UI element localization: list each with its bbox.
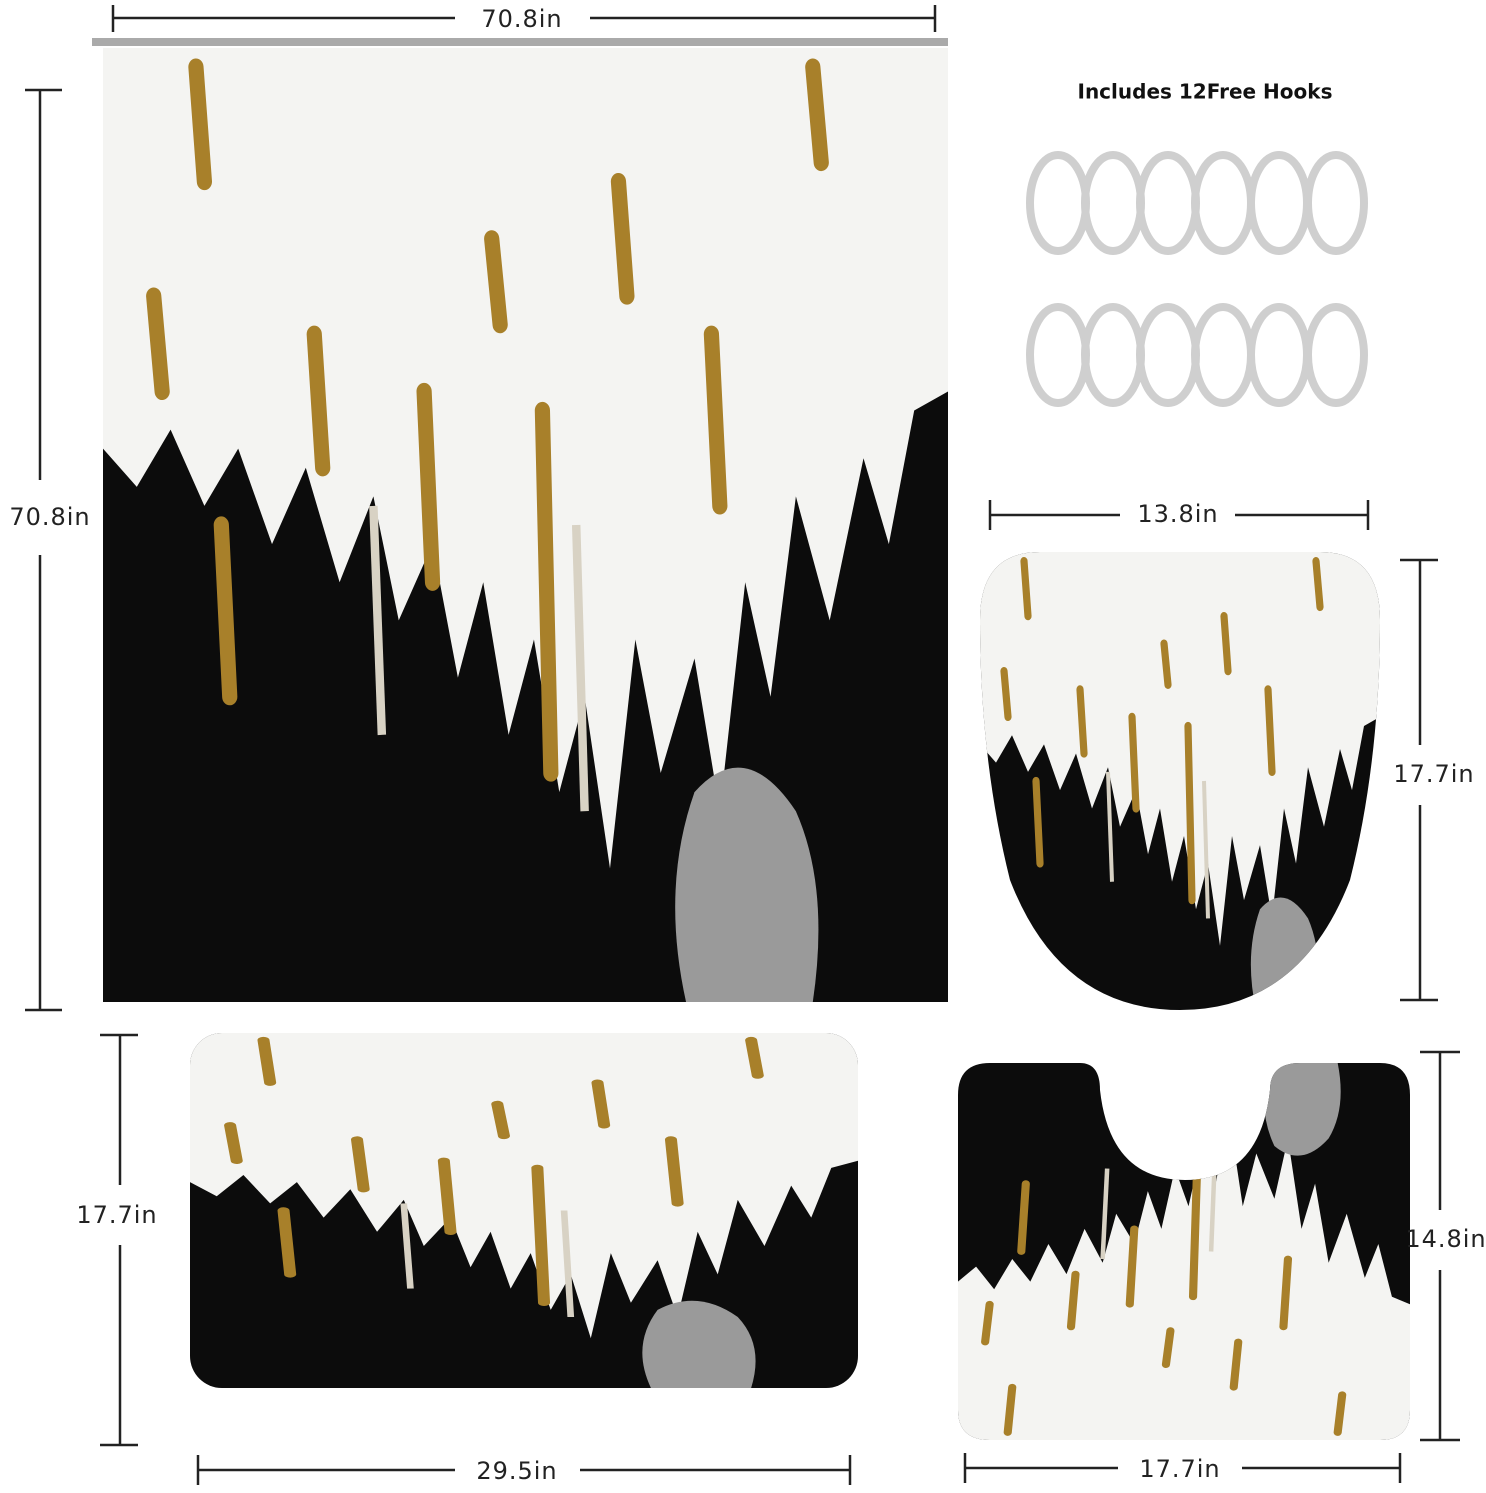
lid-cover xyxy=(980,552,1380,1010)
shower-curtain xyxy=(103,48,948,1002)
contour-mat-height: 14.8in xyxy=(1405,1225,1486,1253)
bath-mat-height: 17.7in xyxy=(76,1201,157,1229)
curtain-height: 70.8in xyxy=(9,503,90,531)
hooks-title: Includes 12Free Hooks xyxy=(1078,80,1333,104)
dimension-lines xyxy=(25,5,1460,1485)
bath-mat xyxy=(190,1033,858,1388)
hooks xyxy=(1026,151,1368,407)
bath-mat-width: 29.5in xyxy=(476,1457,557,1485)
curtain-width: 70.8in xyxy=(481,5,562,33)
lid-height: 17.7in xyxy=(1393,760,1474,788)
contour-mat-width: 17.7in xyxy=(1139,1455,1220,1483)
lid-width: 13.8in xyxy=(1137,500,1218,528)
contour-mat xyxy=(958,1063,1410,1440)
curtain-rod xyxy=(92,38,948,46)
